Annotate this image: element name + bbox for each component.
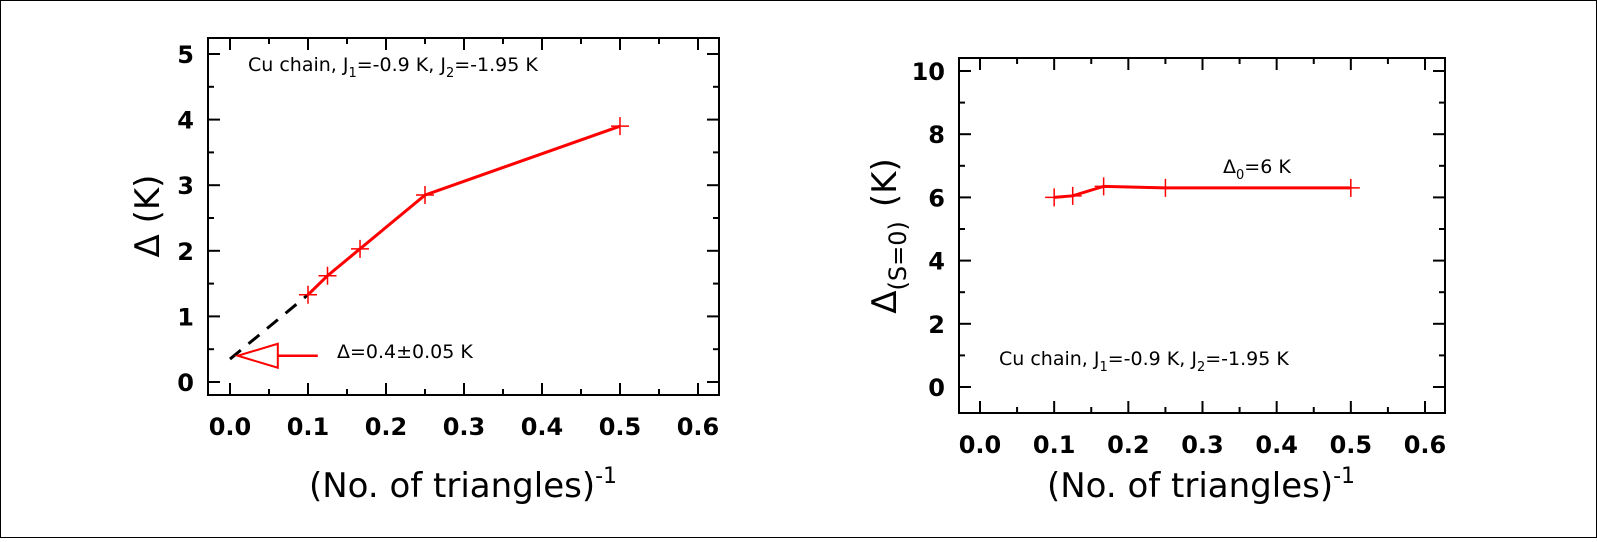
- data-point-marker: [1341, 178, 1360, 197]
- y-tick-label: 0: [928, 374, 945, 402]
- annotation-text-right: Δ0=6 K: [1223, 156, 1291, 183]
- ticks-right: [959, 58, 1445, 413]
- data-point-marker: [1156, 178, 1175, 197]
- y-tick-label: 6: [928, 184, 945, 212]
- y-tick-label: 0: [177, 369, 194, 397]
- y-tick-label: 3: [177, 172, 194, 200]
- x-tick-label: 0.1: [287, 413, 330, 441]
- series-line-left: [306, 124, 621, 296]
- x-tick-label: 0.4: [1255, 431, 1298, 459]
- y-tick-label: 2: [177, 238, 194, 266]
- series-line-right: [1054, 184, 1351, 199]
- y-tick-labels-right: 0 2 4 6 8 10: [912, 58, 945, 402]
- x-tick-label: 0.1: [1033, 431, 1076, 459]
- annotation-text-left: Δ=0.4±0.05 K: [337, 341, 473, 363]
- y-tick-label: 1: [177, 303, 194, 331]
- x-tick-label: 0.3: [443, 413, 486, 441]
- legend-text-left: Cu chain, J1=-0.9 K, J2=-1.95 K: [248, 54, 538, 81]
- x-tick-label: 0.3: [1181, 431, 1224, 459]
- x-tick-label: 0.0: [209, 413, 252, 441]
- x-tick-labels-right: 0.0 0.1 0.2 0.3 0.4 0.5 0.6: [959, 431, 1447, 459]
- data-markers-right: [1045, 177, 1360, 207]
- data-point-marker: [299, 285, 317, 304]
- data-point-marker: [318, 266, 337, 285]
- data-point-marker: [1094, 177, 1113, 196]
- y-tick-label: 4: [177, 107, 194, 135]
- y-tick-label: 10: [912, 58, 945, 86]
- y-axis-title-right: Δ(S=0)(K): [865, 158, 912, 313]
- annotation-arrowhead: [234, 342, 279, 370]
- x-tick-label: 0.2: [1107, 431, 1150, 459]
- data-point-marker: [416, 186, 434, 205]
- data-point-marker: [611, 117, 629, 136]
- legend-text-right: Cu chain, J1=-0.9 K, J2=-1.95 K: [999, 348, 1289, 375]
- data-point-marker: [351, 239, 370, 258]
- x-axis-title-right: (No. of triangles)-1: [1047, 464, 1355, 506]
- y-tick-label: 5: [177, 41, 194, 69]
- ticks-left: [208, 38, 719, 395]
- x-tick-label: 0.6: [677, 413, 720, 441]
- data-point-marker: [1045, 188, 1064, 207]
- x-tick-label: 0.5: [1330, 431, 1373, 459]
- y-tick-label: 2: [928, 311, 945, 339]
- y-axis-title-left: Δ (K): [128, 175, 168, 258]
- chart-right: 0.0 0.1 0.2 0.3 0.4 0.5 0.6 0 2 4 6 8 10 Δ0=6 K Cu …: [865, 57, 1447, 506]
- x-tick-label: 0.0: [959, 431, 1002, 459]
- x-axis-title-left: (No. of triangles)-1: [309, 464, 617, 506]
- chart-left: 0.0 0.1 0.2 0.3 0.4 0.5 0.6 0 1 2 3 4 5 Cu chain, J…: [128, 37, 720, 506]
- y-tick-labels-left: 0 1 2 3 4 5: [177, 41, 194, 397]
- y-tick-label: 4: [928, 248, 945, 276]
- x-tick-label: 0.5: [599, 413, 642, 441]
- data-point-marker: [1063, 186, 1082, 205]
- y-tick-label: 8: [928, 121, 945, 149]
- extrapolation-line: [229, 293, 309, 361]
- x-tick-label: 0.6: [1404, 431, 1447, 459]
- x-tick-label: 0.4: [521, 413, 564, 441]
- data-markers-left: [299, 117, 629, 304]
- x-tick-labels-left: 0.0 0.1 0.2 0.3 0.4 0.5 0.6: [209, 413, 720, 441]
- x-tick-label: 0.2: [365, 413, 408, 441]
